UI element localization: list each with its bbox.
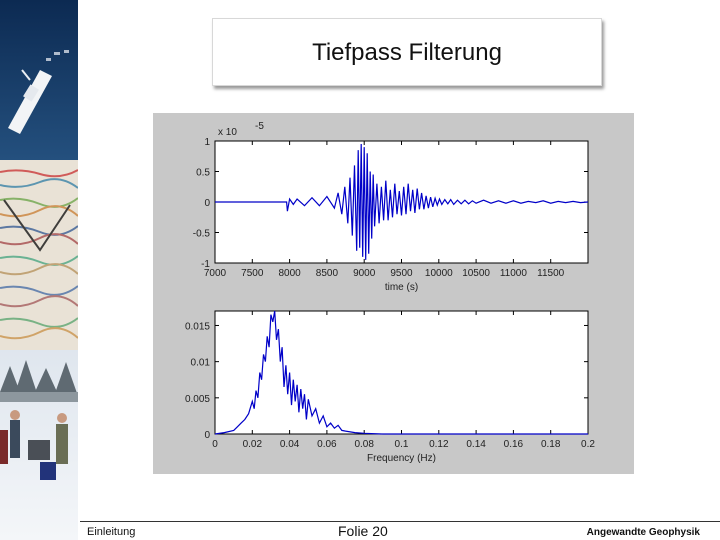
y-exponent-power: -5: [255, 121, 264, 132]
time-series-plot: 7000 7500 8000 8500 9000 9500 10000 10500 11000 1…: [193, 121, 589, 293]
x-tick-label: 0.18: [541, 439, 561, 450]
y-exponent-label: x 10: [218, 127, 237, 138]
footer-course-name: Angewandte Geophysik: [586, 527, 700, 538]
x-tick-label: 0.06: [317, 439, 337, 450]
slide-title-box: Tiefpass Filterung: [212, 18, 602, 86]
figure-canvas: 7000 7500 8000 8500 9000 9500 10000 10500 11000 1…: [185, 121, 595, 464]
matlab-figure: 7000 7500 8000 8500 9000 9500 10000 10500 11000 1…: [153, 113, 634, 474]
x-tick-label: 8500: [316, 268, 339, 279]
ship-icon: [8, 69, 52, 134]
y-tick-label: 0: [204, 198, 210, 209]
y-tick-label: -0.5: [193, 229, 211, 240]
x-tick-label: 0.2: [581, 439, 595, 450]
x-tick-label: 0.08: [354, 439, 374, 450]
x-tick-label: 8000: [278, 268, 301, 279]
field-crew-figures: [0, 410, 68, 480]
x-tick-label: 0.02: [243, 439, 263, 450]
y-tick-label: 0.005: [185, 394, 210, 405]
x-tick-label: 10000: [425, 268, 453, 279]
y-tick-label: 0.01: [191, 358, 211, 369]
x-tick-label: 7000: [204, 268, 227, 279]
x-tick-label: 0.14: [466, 439, 486, 450]
x-tick-label: 0.04: [280, 439, 300, 450]
x-tick-label: 9000: [353, 268, 376, 279]
x-tick-label: 10500: [462, 268, 490, 279]
spectrum-plot: 0 0.02 0.04 0.06 0.08 0.1 0.12 0.14 0.16 0.18 0.2 0…: [185, 310, 595, 464]
x-tick-label: 0.12: [429, 439, 449, 450]
y-tick-label: 0.5: [196, 168, 210, 179]
x-axis-label: time (s): [385, 282, 418, 293]
footer-section-label: Einleitung: [87, 526, 136, 538]
y-tick-label: 0: [204, 430, 210, 441]
series-line: [214, 310, 588, 435]
x-tick-label: 9500: [390, 268, 413, 279]
seismic-section-image: [0, 160, 78, 350]
sidebar-picture-strip: [0, 0, 78, 540]
x-tick-label: 0.1: [395, 439, 409, 450]
y-tick-label: 0.015: [185, 321, 210, 332]
series-line: [215, 143, 589, 260]
x-axis-label: Frequency (Hz): [367, 453, 436, 464]
sidebar-image: [0, 0, 78, 540]
x-tick-label: 0.16: [504, 439, 524, 450]
slide-title: Tiefpass Filterung: [312, 39, 502, 66]
y-tick-label: 1: [204, 137, 210, 148]
x-tick-label: 7500: [241, 268, 264, 279]
x-tick-label: 11000: [500, 268, 528, 279]
y-tick-label: -1: [201, 259, 210, 270]
plot-axes-box: [214, 310, 589, 435]
x-tick-label: 11500: [537, 268, 565, 279]
footer-slide-number: Folie 20: [338, 523, 388, 539]
x-tick-label: 0: [212, 439, 218, 450]
footer-divider: [80, 521, 720, 522]
